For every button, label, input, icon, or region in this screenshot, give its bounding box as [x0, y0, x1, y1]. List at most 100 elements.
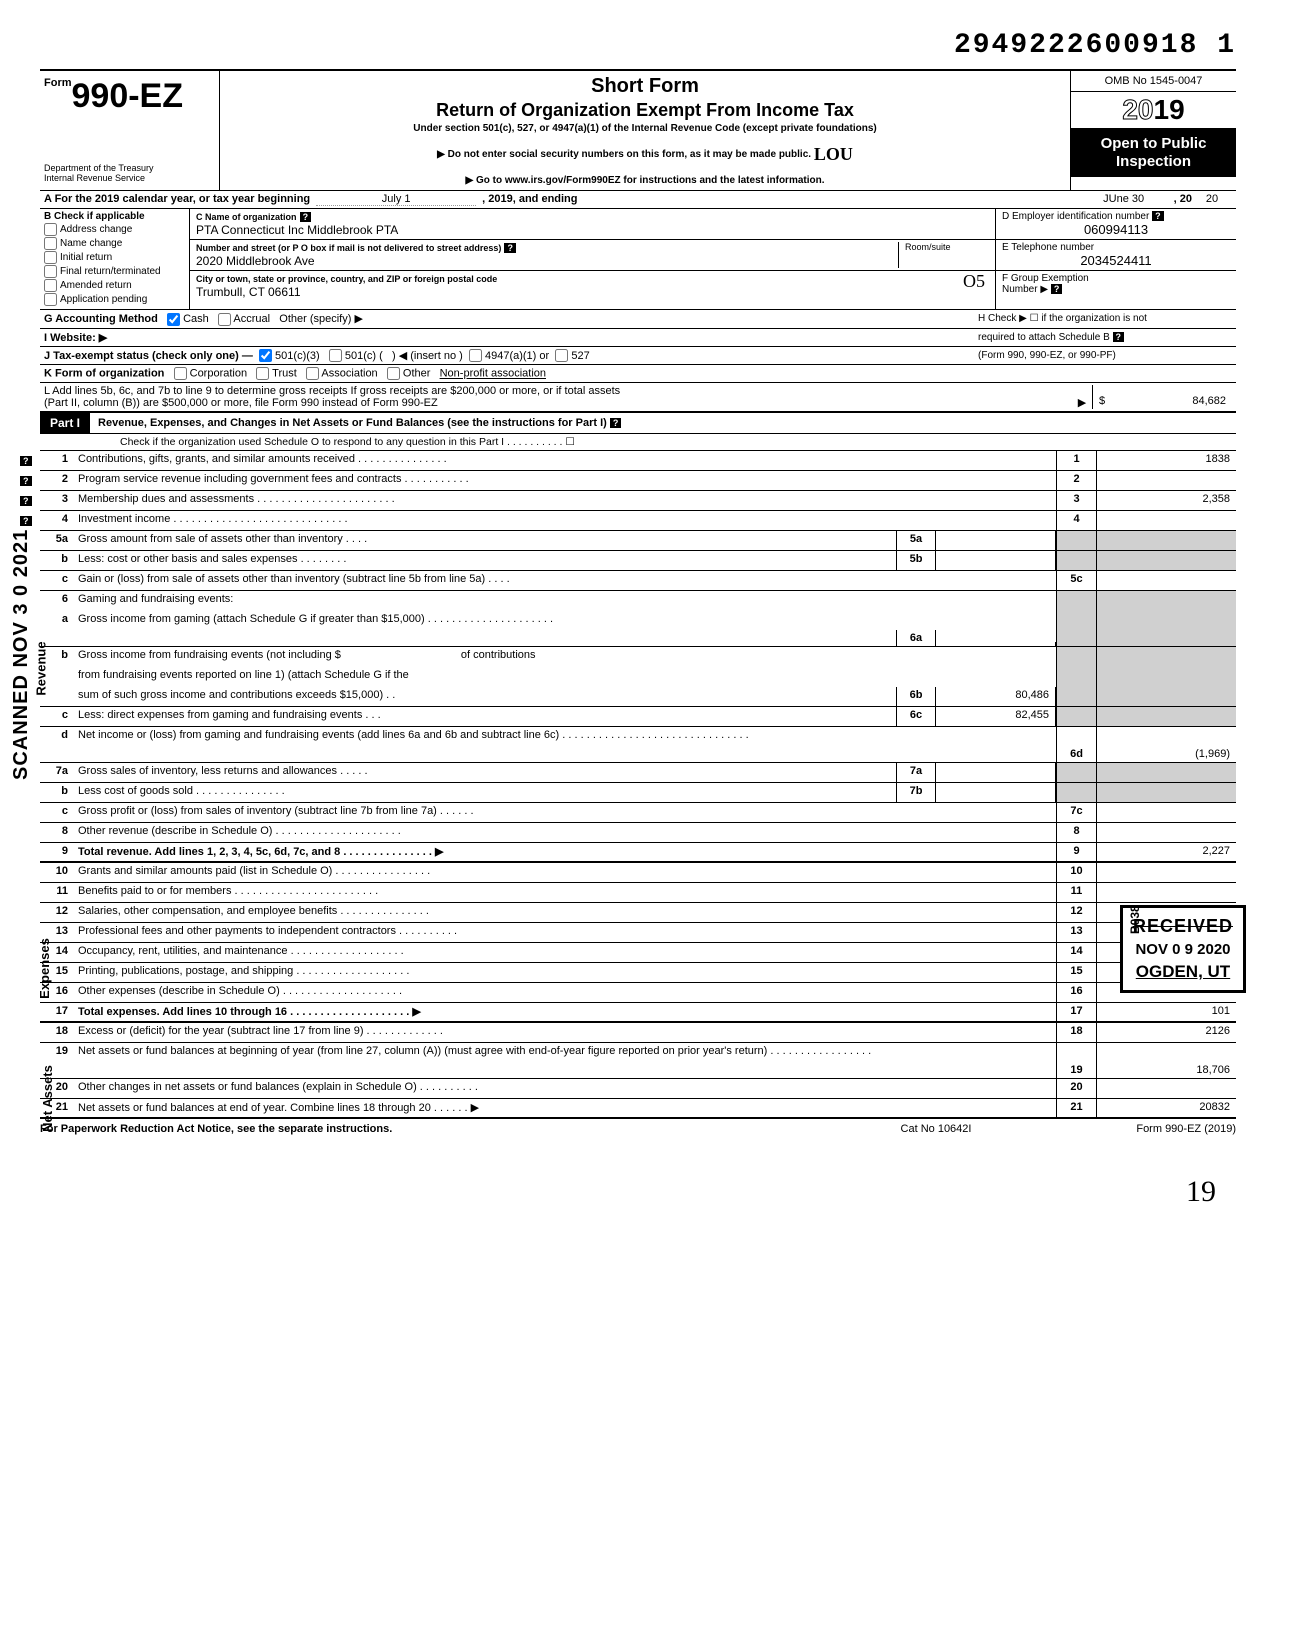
line-6: 6 Gaming and fundraising events:: [40, 591, 1236, 611]
row-g-accounting: G Accounting Method Cash Accrual Other (…: [40, 310, 1236, 329]
check-final-return[interactable]: Final return/terminated: [44, 265, 185, 278]
line-4: ? 4 Investment income . . . . . . . . . …: [40, 511, 1236, 531]
line-13: 13 Professional fees and other payments …: [40, 923, 1236, 943]
help-icon: ?: [1051, 284, 1063, 294]
instruction-1: ▶ Do not enter social security numbers o…: [226, 144, 1064, 165]
line-16: 16 Other expenses (describe in Schedule …: [40, 983, 1236, 1003]
line-6a: a Gross income from gaming (attach Sched…: [40, 611, 1236, 647]
address: 2020 Middlebrook Ave: [196, 254, 315, 268]
help-icon: ?: [20, 496, 32, 506]
line-15: 15 Printing, publications, postage, and …: [40, 963, 1236, 983]
net-assets-section-label: Net Assets: [40, 1065, 55, 1132]
instruction-2: ▶ Go to www.irs.gov/Form990EZ for instru…: [226, 175, 1064, 186]
row-j-tax-exempt: J Tax-exempt status (check only one) — 5…: [40, 347, 1236, 366]
address-label: Number and street (or P O box if mail is…: [196, 243, 501, 253]
line-20: 20 Other changes in net assets or fund b…: [40, 1079, 1236, 1099]
line-5c: c Gain or (loss) from sale of assets oth…: [40, 571, 1236, 591]
check-501c[interactable]: [329, 349, 342, 362]
check-initial-return[interactable]: Initial return: [44, 251, 185, 264]
help-icon: ?: [610, 418, 622, 428]
phone-label: E Telephone number: [1002, 242, 1094, 253]
line-6b-3: sum of such gross income and contributio…: [40, 687, 1236, 707]
ein-label: D Employer identification number: [1002, 211, 1149, 222]
handwritten-note: O5: [963, 271, 985, 292]
line-3: ? 3 Membership dues and assessments . . …: [40, 491, 1236, 511]
city-state-zip: Trumbull, CT 06611: [196, 285, 301, 299]
form-number: Form990-EZ: [44, 77, 215, 116]
revenue-section-label: Revenue: [34, 642, 49, 696]
omb-number: OMB No 1545-0047: [1071, 71, 1236, 92]
check-501c3[interactable]: [259, 349, 272, 362]
org-info-grid: B Check if applicable Address change Nam…: [40, 209, 1236, 310]
group-exemption-number-label: Number ▶: [1002, 284, 1048, 295]
line-1: ? 1 Contributions, gifts, grants, and si…: [40, 451, 1236, 471]
help-icon: ?: [20, 456, 32, 466]
help-icon: ?: [504, 243, 516, 253]
line-7a: 7a Gross sales of inventory, less return…: [40, 763, 1236, 783]
help-icon: ?: [20, 476, 32, 486]
line-5a: 5a Gross amount from sale of assets othe…: [40, 531, 1236, 551]
line-2: ? 2 Program service revenue including go…: [40, 471, 1236, 491]
department-label: Department of the Treasury Internal Reve…: [44, 164, 215, 184]
row-l-gross-receipts: L Add lines 5b, 6c, and 7b to line 9 to …: [40, 383, 1236, 413]
part-1-check-line: Check if the organization used Schedule …: [40, 434, 1236, 451]
document-number: 2949222600918 1: [40, 30, 1236, 61]
line-6b-1: b Gross income from fundraising events (…: [40, 647, 1236, 667]
help-icon: ?: [1113, 332, 1125, 342]
check-address-change[interactable]: Address change: [44, 223, 185, 236]
open-to-public: Open to Public Inspection: [1071, 129, 1236, 177]
check-corporation[interactable]: [174, 367, 187, 380]
room-suite-label: Room/suite: [899, 242, 989, 268]
form-title-2: Return of Organization Exempt From Incom…: [226, 100, 1064, 121]
tax-year: 2019: [1071, 92, 1236, 129]
line-21: 21 Net assets or fund balances at end of…: [40, 1099, 1236, 1119]
line-9: 9 Total revenue. Add lines 1, 2, 3, 4, 5…: [40, 843, 1236, 863]
check-4947[interactable]: [469, 349, 482, 362]
check-accrual[interactable]: [218, 313, 231, 326]
handwritten-page-number: 19: [40, 1175, 1236, 1209]
check-application-pending[interactable]: Application pending: [44, 293, 185, 306]
row-i-website: I Website: ▶ required to attach Schedule…: [40, 329, 1236, 347]
line-6b-2: from fundraising events reported on line…: [40, 667, 1236, 687]
line-14: 14 Occupancy, rent, utilities, and maint…: [40, 943, 1236, 963]
gross-receipts-amount: 84,682: [1192, 395, 1226, 407]
check-amended-return[interactable]: Amended return: [44, 279, 185, 292]
line-6c: c Less: direct expenses from gaming and …: [40, 707, 1236, 727]
line-17: 17 Total expenses. Add lines 10 through …: [40, 1003, 1236, 1023]
check-other-org[interactable]: [387, 367, 400, 380]
help-icon: ?: [20, 516, 32, 526]
org-name: PTA Connecticut Inc Middlebrook PTA: [196, 223, 398, 237]
ein-value: 060994113: [1002, 222, 1230, 237]
check-cash[interactable]: [167, 313, 180, 326]
col-b-checkboxes: B Check if applicable Address change Nam…: [40, 209, 190, 309]
line-5b: b Less: cost or other basis and sales ex…: [40, 551, 1236, 571]
line-8: 8 Other revenue (describe in Schedule O)…: [40, 823, 1236, 843]
org-name-label: C Name of organization: [196, 212, 297, 222]
page-footer: For Paperwork Reduction Act Notice, see …: [40, 1119, 1236, 1135]
received-stamp: B038 RECEIVED NOV 0 9 2020 OGDEN, UT: [1120, 905, 1246, 993]
check-trust[interactable]: [256, 367, 269, 380]
row-k-form-org: K Form of organization Corporation Trust…: [40, 365, 1236, 383]
expenses-section-label: Expenses: [37, 938, 52, 999]
check-association[interactable]: [306, 367, 319, 380]
form-subtitle: Under section 501(c), 527, or 4947(a)(1)…: [226, 123, 1064, 134]
group-exemption-label: F Group Exemption: [1002, 273, 1089, 284]
line-18: 18 Excess or (deficit) for the year (sub…: [40, 1023, 1236, 1043]
scanned-stamp: SCANNED NOV 3 0 2021: [10, 529, 33, 780]
line-12: 12 Salaries, other compensation, and emp…: [40, 903, 1236, 923]
phone-value: 2034524411: [1002, 253, 1230, 268]
line-7b: b Less cost of goods sold . . . . . . . …: [40, 783, 1236, 803]
form-header: Form990-EZ Department of the Treasury In…: [40, 69, 1236, 191]
city-label: City or town, state or province, country…: [196, 274, 497, 284]
line-7c: c Gross profit or (loss) from sales of i…: [40, 803, 1236, 823]
check-name-change[interactable]: Name change: [44, 237, 185, 250]
form-title-1: Short Form: [226, 75, 1064, 98]
line-19: 19 Net assets or fund balances at beginn…: [40, 1043, 1236, 1079]
help-icon: ?: [1152, 211, 1164, 221]
line-10: 10 Grants and similar amounts paid (list…: [40, 863, 1236, 883]
line-11: 11 Benefits paid to or for members . . .…: [40, 883, 1236, 903]
line-6d: d Net income or (loss) from gaming and f…: [40, 727, 1236, 763]
part-1-header: Part I Revenue, Expenses, and Changes in…: [40, 413, 1236, 434]
check-527[interactable]: [555, 349, 568, 362]
help-icon: ?: [300, 212, 312, 222]
